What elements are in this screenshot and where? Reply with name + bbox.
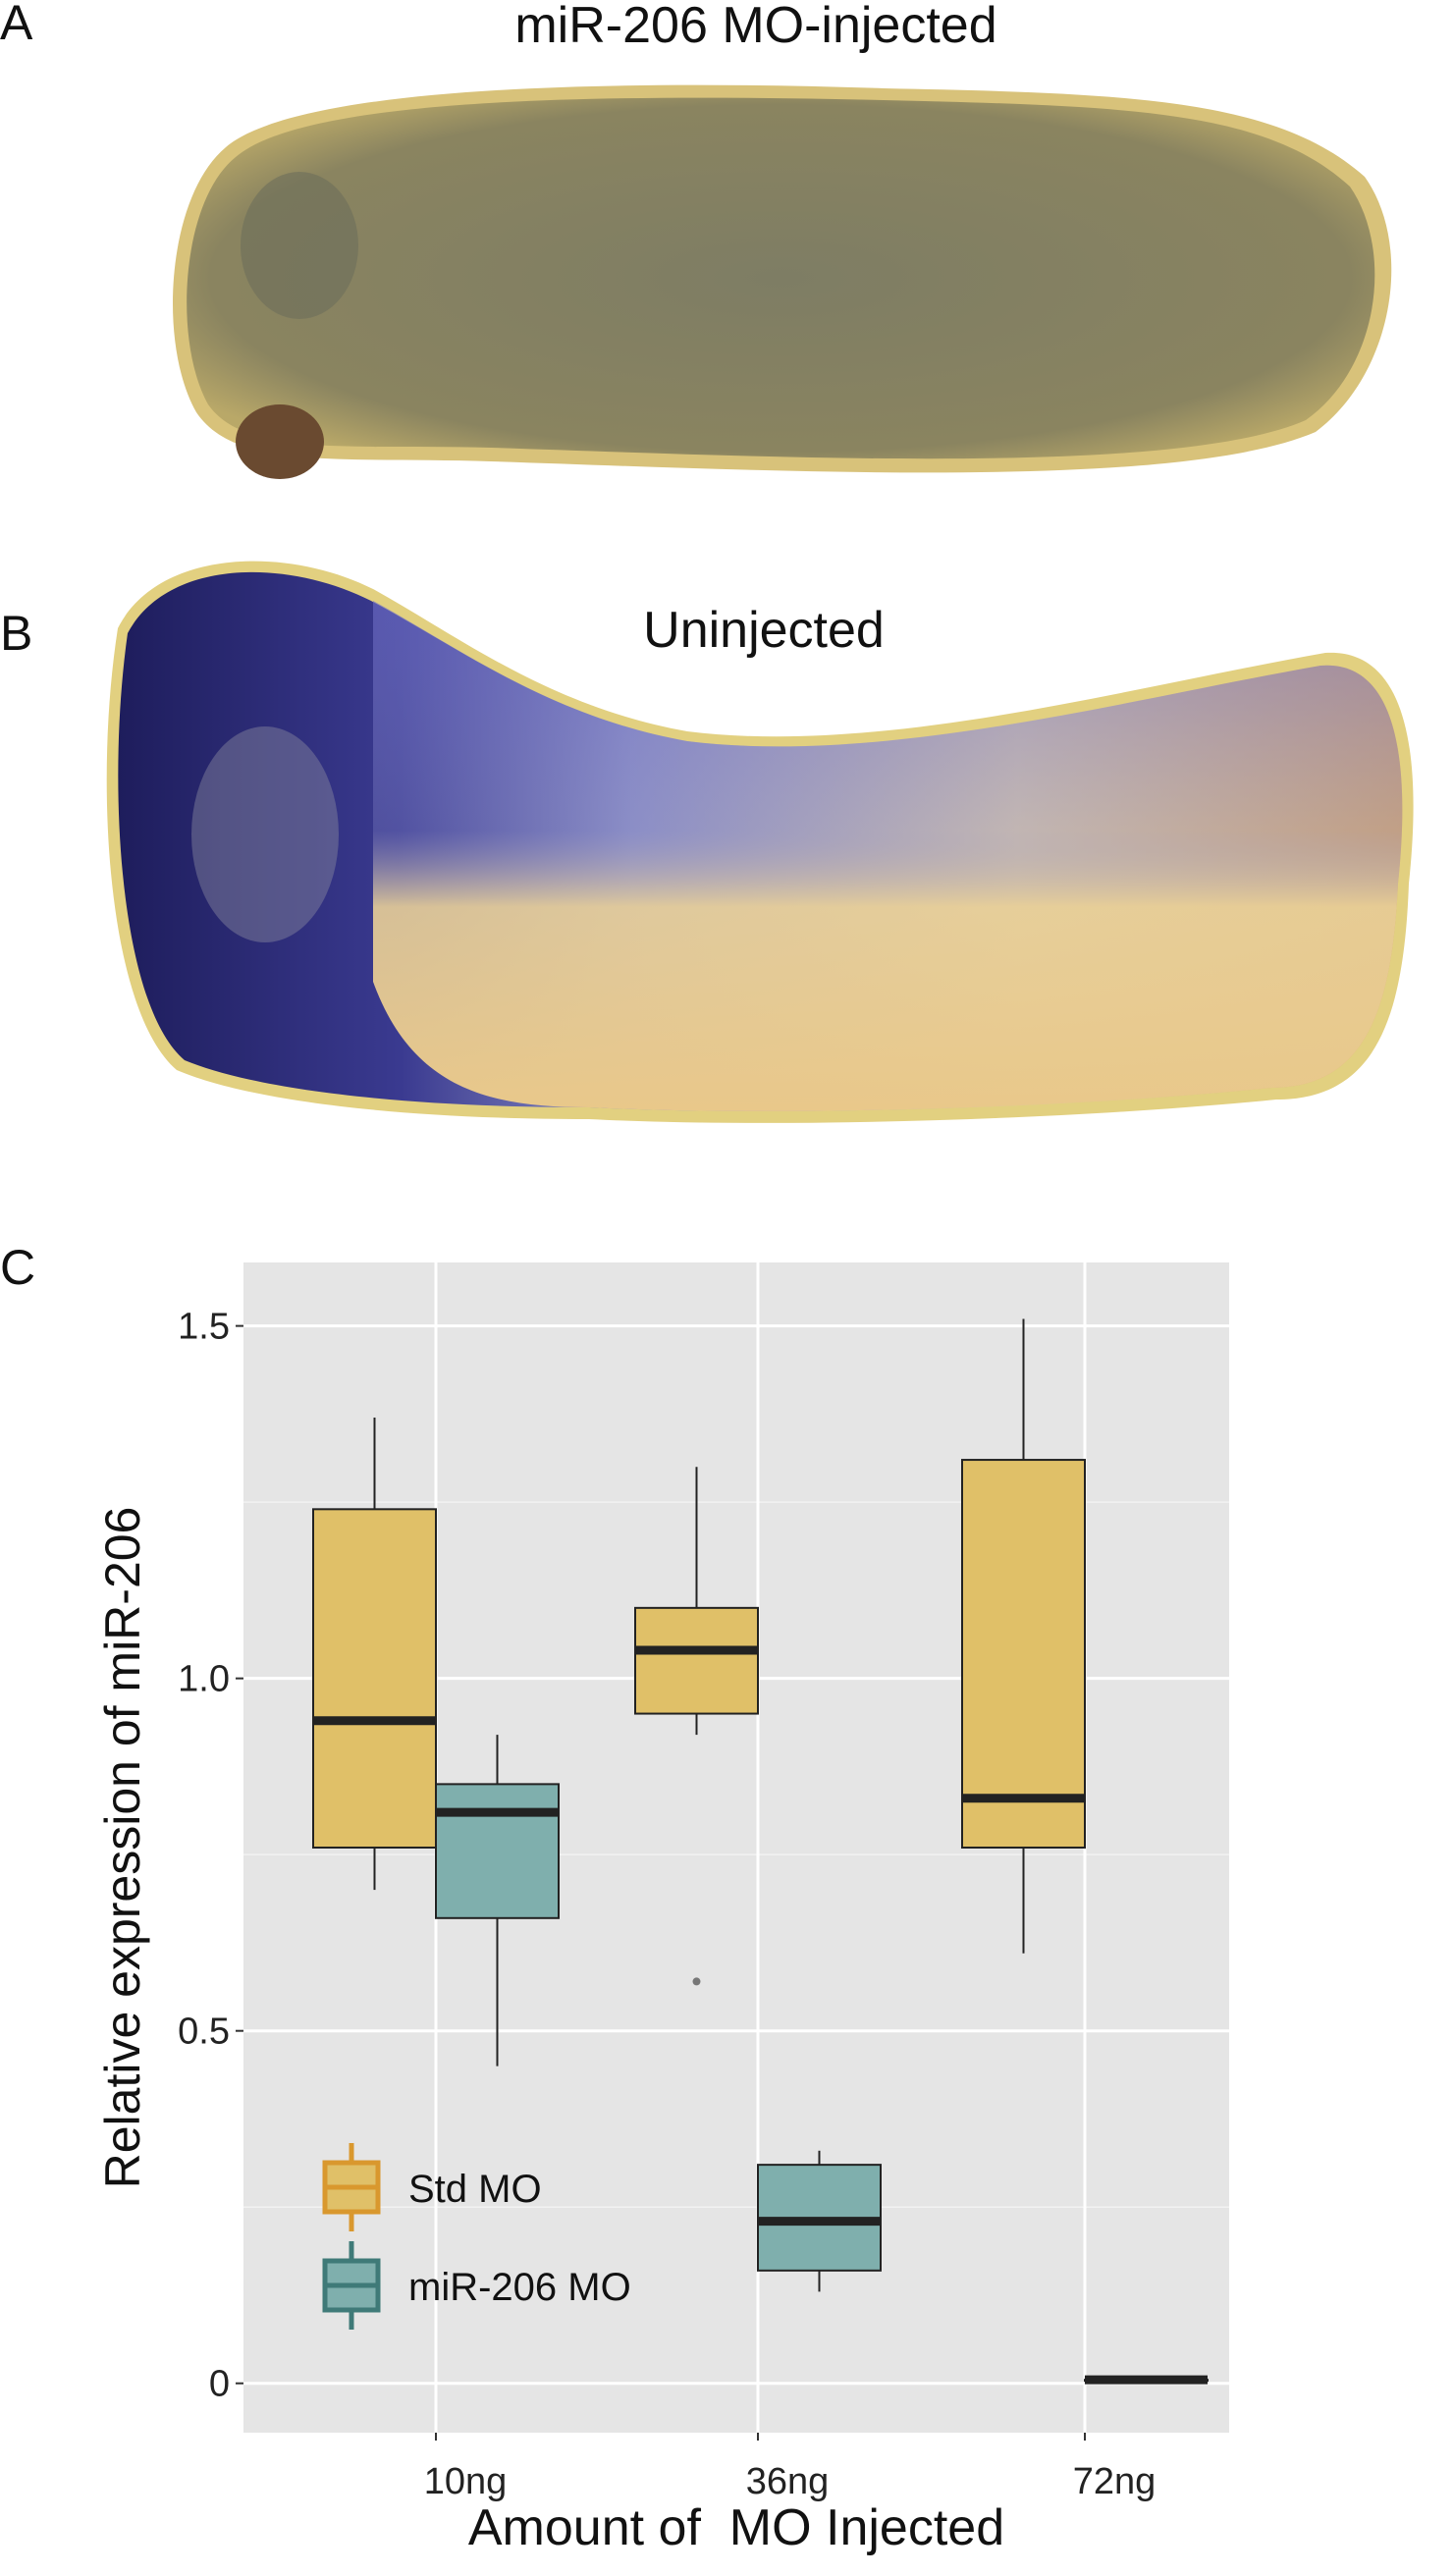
panel-b-letter: B — [0, 606, 33, 661]
y-tick-label: 0.5 — [178, 2012, 230, 2053]
box — [634, 1606, 759, 1715]
x-tick-label: 72ng — [1073, 2461, 1157, 2502]
panel-a-title: miR-206 MO-injected — [514, 0, 997, 54]
panel-b-title: Uninjected — [643, 602, 885, 659]
box — [1084, 2379, 1209, 2383]
legend: Std MO miR-206 MO — [322, 2143, 631, 2330]
embryo-b-image — [106, 561, 1414, 1123]
y-tick-label: 0 — [209, 2364, 230, 2405]
box — [757, 2164, 882, 2272]
embryo-images — [106, 84, 1414, 1123]
panel-a-letter: A — [0, 0, 33, 50]
legend-label: miR-206 MO — [408, 2266, 631, 2309]
box-mir-206-mo-72ng — [1084, 2375, 1209, 2385]
legend-label: Std MO — [408, 2168, 542, 2211]
legend-key-box — [322, 2160, 381, 2215]
legend-item: Std MO — [322, 2143, 542, 2231]
box-mir-206-mo-10ng — [435, 1735, 560, 2066]
legend-item: miR-206 MO — [322, 2241, 631, 2330]
box-std-mo-72ng — [961, 1318, 1086, 1954]
plot-panel — [243, 1262, 1229, 2433]
panel-c-letter: C — [0, 1240, 36, 1295]
box-std-mo-36ng — [634, 1467, 759, 1986]
y-tick-label: 1.5 — [178, 1307, 230, 1348]
x-tick-label: 36ng — [746, 2461, 830, 2502]
legend-key-box — [322, 2258, 381, 2313]
y-axis-title: Relative expression of miR-206 — [95, 1506, 150, 2189]
box-std-mo-10ng — [312, 1417, 437, 1891]
x-axis-title: Amount of MO Injected — [467, 2499, 1005, 2556]
box — [961, 1459, 1086, 1849]
box — [435, 1783, 560, 1919]
x-tick-label: 10ng — [424, 2461, 508, 2502]
box — [312, 1508, 437, 1850]
outlier-point — [692, 1977, 701, 1986]
y-tick-label: 1.0 — [178, 1659, 230, 1700]
box-mir-206-mo-36ng — [757, 2150, 882, 2292]
embryo-a-image — [173, 84, 1392, 479]
